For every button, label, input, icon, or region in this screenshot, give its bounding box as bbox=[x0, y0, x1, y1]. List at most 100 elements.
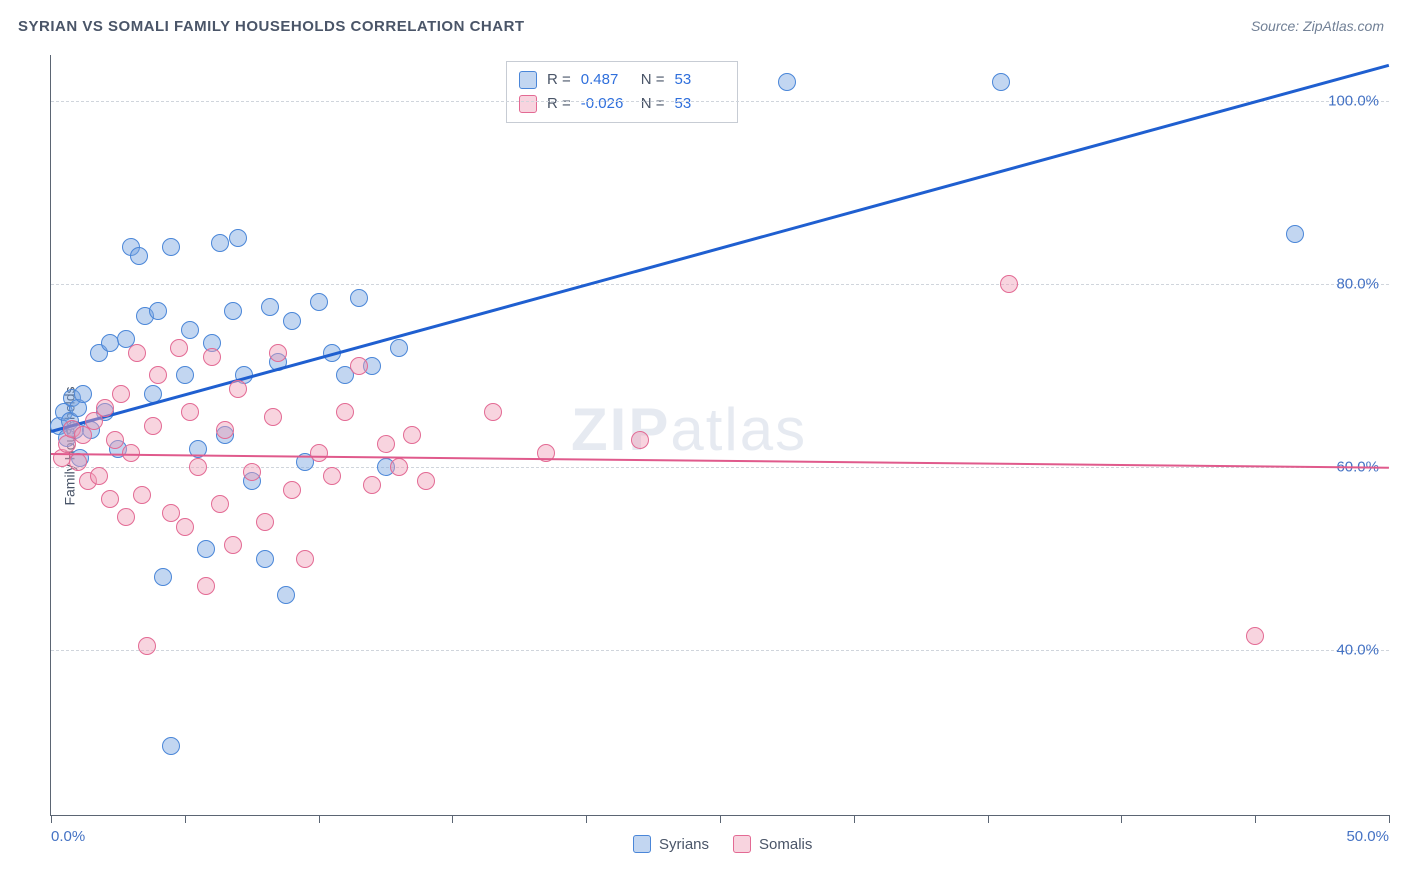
data-point bbox=[403, 426, 421, 444]
data-point bbox=[778, 73, 796, 91]
series-legend: Syrians Somalis bbox=[633, 835, 812, 853]
data-point bbox=[264, 408, 282, 426]
data-point bbox=[256, 513, 274, 531]
data-point bbox=[256, 550, 274, 568]
data-point bbox=[181, 403, 199, 421]
data-point bbox=[216, 421, 234, 439]
data-point bbox=[283, 312, 301, 330]
data-point bbox=[350, 289, 368, 307]
x-tick bbox=[854, 815, 855, 823]
data-point bbox=[417, 472, 435, 490]
x-tick bbox=[319, 815, 320, 823]
data-point bbox=[211, 234, 229, 252]
data-point bbox=[310, 293, 328, 311]
legend-label: Somalis bbox=[759, 836, 812, 853]
x-tick bbox=[586, 815, 587, 823]
source-attribution: Source: ZipAtlas.com bbox=[1251, 18, 1384, 34]
plot-area: ZIPatlas R =0.487N =53R =-0.026N =53 Syr… bbox=[50, 55, 1389, 816]
data-point bbox=[138, 637, 156, 655]
data-point bbox=[323, 467, 341, 485]
data-point bbox=[170, 339, 188, 357]
x-tick-label: 0.0% bbox=[51, 828, 85, 845]
data-point bbox=[128, 344, 146, 362]
data-point bbox=[162, 737, 180, 755]
data-point bbox=[130, 247, 148, 265]
data-point bbox=[224, 302, 242, 320]
data-point bbox=[106, 431, 124, 449]
data-point bbox=[269, 344, 287, 362]
data-point bbox=[1286, 225, 1304, 243]
data-point bbox=[277, 586, 295, 604]
data-point bbox=[224, 536, 242, 554]
n-label: N = bbox=[641, 92, 665, 116]
data-point bbox=[176, 518, 194, 536]
data-point bbox=[243, 463, 261, 481]
r-label: R = bbox=[547, 92, 571, 116]
data-point bbox=[96, 399, 114, 417]
data-point bbox=[261, 298, 279, 316]
data-point bbox=[484, 403, 502, 421]
data-point bbox=[176, 366, 194, 384]
data-point bbox=[162, 238, 180, 256]
legend-label: Syrians bbox=[659, 836, 709, 853]
data-point bbox=[229, 229, 247, 247]
x-tick-label: 50.0% bbox=[1346, 828, 1389, 845]
series-swatch bbox=[519, 71, 537, 89]
gridline-h bbox=[51, 650, 1389, 651]
chart-title: SYRIAN VS SOMALI FAMILY HOUSEHOLDS CORRE… bbox=[18, 18, 525, 35]
data-point bbox=[296, 550, 314, 568]
x-tick bbox=[185, 815, 186, 823]
data-point bbox=[144, 417, 162, 435]
data-point bbox=[377, 435, 395, 453]
data-point bbox=[149, 302, 167, 320]
data-point bbox=[310, 444, 328, 462]
data-point bbox=[181, 321, 199, 339]
y-tick-label: 40.0% bbox=[1336, 642, 1379, 659]
legend-item: Syrians bbox=[633, 835, 709, 853]
watermark: ZIPatlas bbox=[571, 395, 807, 464]
y-tick-label: 100.0% bbox=[1328, 92, 1379, 109]
n-value: 53 bbox=[675, 92, 725, 116]
gridline-h bbox=[51, 101, 1389, 102]
data-point bbox=[112, 385, 130, 403]
legend-item: Somalis bbox=[733, 835, 812, 853]
data-point bbox=[101, 490, 119, 508]
data-point bbox=[283, 481, 301, 499]
x-tick bbox=[1121, 815, 1122, 823]
stats-row: R = -0.026 N = 53 bbox=[519, 92, 725, 116]
data-point bbox=[69, 453, 87, 471]
y-tick-label: 80.0% bbox=[1336, 275, 1379, 292]
data-point bbox=[197, 577, 215, 595]
legend-swatch bbox=[633, 835, 651, 853]
data-point bbox=[203, 348, 221, 366]
n-label: N = bbox=[641, 68, 665, 92]
r-value: 0.487 bbox=[581, 68, 631, 92]
series-swatch bbox=[519, 95, 537, 113]
x-tick bbox=[1255, 815, 1256, 823]
stats-row: R = 0.487 N = 53 bbox=[519, 68, 725, 92]
data-point bbox=[197, 540, 215, 558]
correlation-chart: SYRIAN VS SOMALI FAMILY HOUSEHOLDS CORRE… bbox=[0, 0, 1406, 892]
data-point bbox=[336, 403, 354, 421]
r-value: -0.026 bbox=[581, 92, 631, 116]
correlation-stats-box: R = 0.487 N = 53 R = -0.026 N = 53 bbox=[506, 61, 738, 123]
data-point bbox=[992, 73, 1010, 91]
data-point bbox=[149, 366, 167, 384]
x-tick bbox=[720, 815, 721, 823]
data-point bbox=[154, 568, 172, 586]
data-point bbox=[1246, 627, 1264, 645]
x-tick bbox=[1389, 815, 1390, 823]
data-point bbox=[90, 467, 108, 485]
data-point bbox=[229, 380, 247, 398]
n-value: 53 bbox=[675, 68, 725, 92]
x-tick bbox=[988, 815, 989, 823]
data-point bbox=[390, 339, 408, 357]
x-tick bbox=[51, 815, 52, 823]
r-label: R = bbox=[547, 68, 571, 92]
data-point bbox=[74, 385, 92, 403]
data-point bbox=[350, 357, 368, 375]
gridline-h bbox=[51, 284, 1389, 285]
data-point bbox=[390, 458, 408, 476]
x-tick bbox=[452, 815, 453, 823]
legend-swatch bbox=[733, 835, 751, 853]
